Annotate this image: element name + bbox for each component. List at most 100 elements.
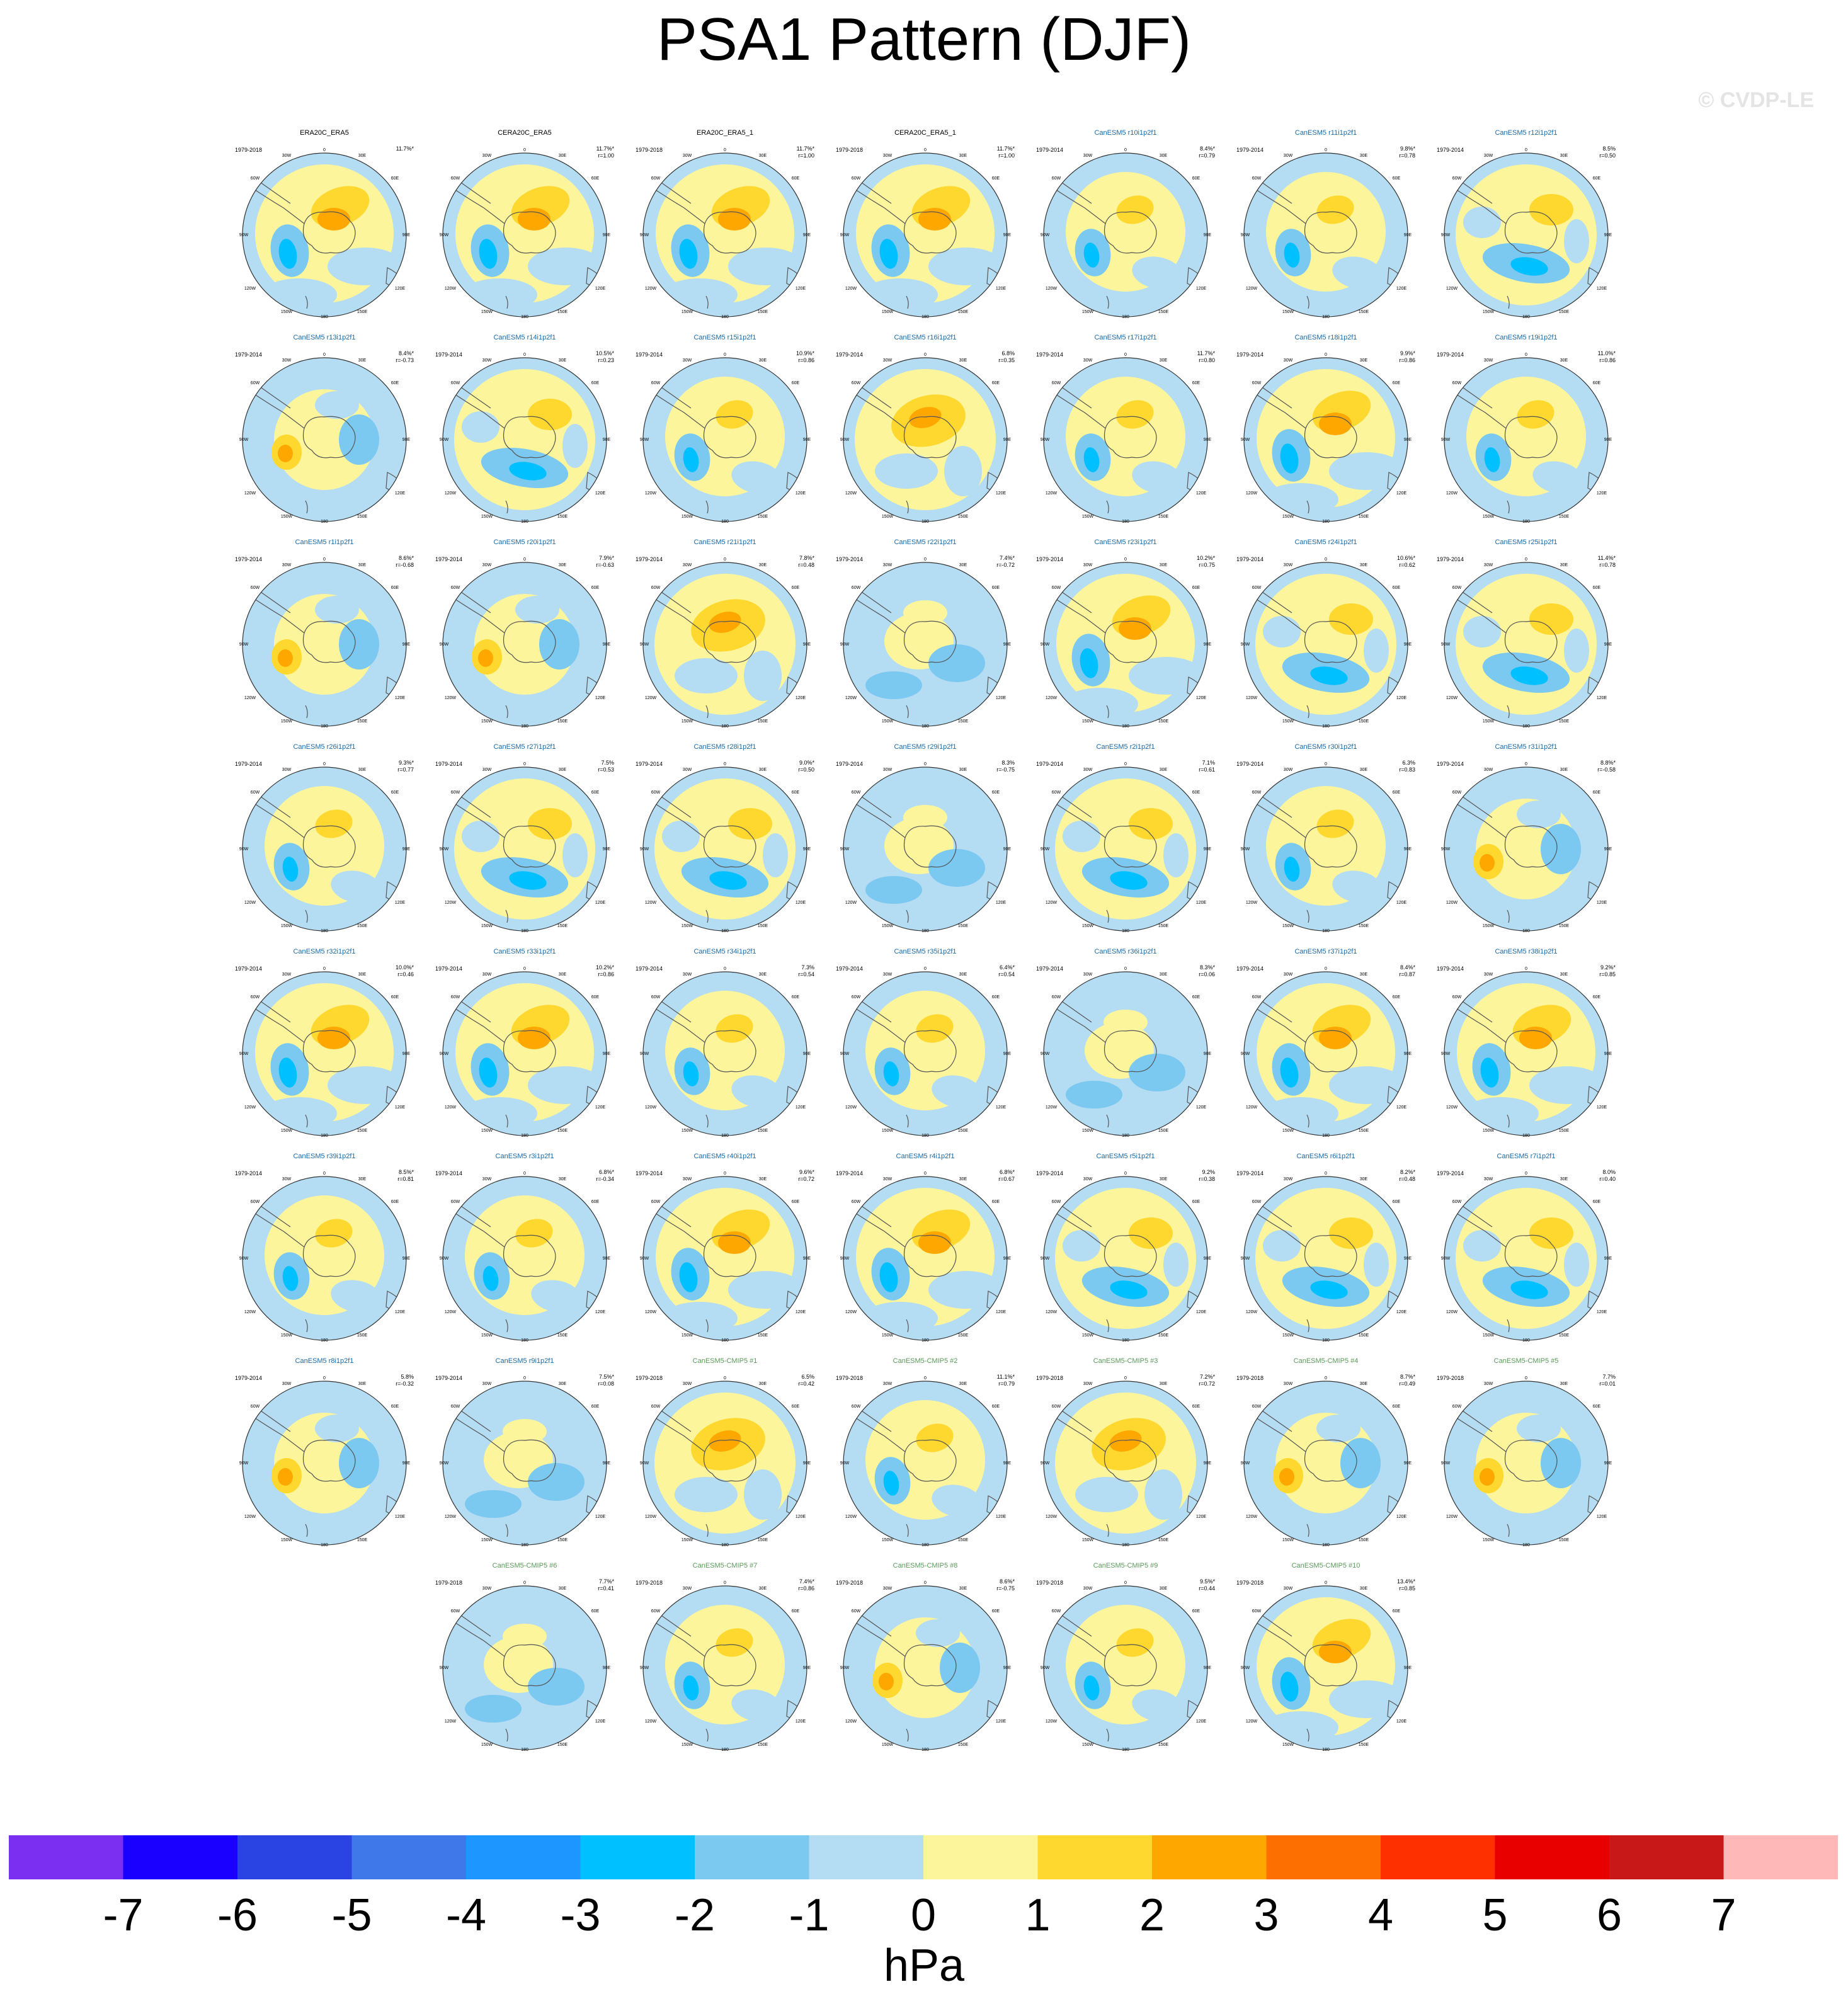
longitude-label: 150W [1483,719,1495,724]
longitude-label: 150E [758,1129,768,1133]
anomaly-contour [1132,1689,1182,1722]
longitude-label: 0 [724,557,726,562]
panel-variance: 11.7%* [996,145,1015,152]
panel-title: CanESM5 r8i1p2f1 [295,1357,354,1365]
longitude-label: 120W [1046,1515,1058,1519]
longitude-label: 150E [958,719,969,724]
colorbar-tick-label: -7 [103,1890,144,1940]
anomaly-contour [903,600,947,625]
longitude-label: 60W [651,381,661,385]
map-boundary [1043,152,1208,317]
longitude-label: 60W [1052,586,1061,590]
map-panel: CERA20C_ERA5_1 1979-2018 11.7%* r=1.00 0 30W 3… [831,129,1020,318]
polar-map: 0 30W 30E 60W 60E 90W 90E 120W 120E 150W 150E 180 [1041,1376,1212,1546]
longitude-label: 180 [1122,315,1129,318]
panel-title: CanESM5-CMIP5 #9 [1093,1562,1158,1570]
longitude-label: 150W [281,1129,293,1133]
panel-variance: 9.6%* [799,1169,814,1175]
panel-title: CanESM5 r6i1p2f1 [1296,1153,1355,1160]
anomaly-contour [278,1468,293,1486]
antarctica-coastline [1104,620,1157,663]
panel-years: 1979-2018 [836,147,864,153]
longitude-label: 60W [852,176,861,181]
antarctica-coastline [903,825,957,868]
antarctica-coastline [1104,1644,1157,1687]
anomaly-contour [1541,824,1581,874]
map-boundary [1243,152,1408,317]
longitude-label: 30E [959,358,967,363]
anomaly-contour [928,1271,1004,1309]
map-panel: CERA20C_ERA5 11.7%* r=1.00 0 30W 30E 60W 60E 90W… [430,129,619,318]
longitude-label: 120E [1396,901,1407,905]
anomaly-contour [1280,1057,1299,1088]
longitude-label: 30E [759,972,767,977]
longitude-label: 0 [523,353,526,357]
panel-title: CanESM5 r28i1p2f1 [693,743,756,751]
map-boundary [642,1585,807,1750]
panel-title: CanESM5 r21i1p2f1 [693,538,756,546]
panel-correlation: r=0.78 [1399,152,1415,159]
longitude-label: 90W [440,847,449,852]
longitude-label: 60W [651,790,661,795]
longitude-label: 90E [1204,1666,1212,1670]
panel-years: 1979-2014 [1236,966,1264,972]
longitude-label: 150W [481,924,493,928]
longitude-label: 90W [440,1256,449,1261]
longitude-label: 60W [651,586,661,590]
longitude-label: 120E [796,287,806,291]
longitude-label: 60E [1192,1200,1201,1204]
longitude-label: 120E [796,1105,806,1110]
longitude-label: 180 [321,724,328,727]
longitude-label: 120W [244,491,256,496]
longitude-label: 60E [391,1404,399,1409]
antarctica-coastline [503,416,556,459]
map-panel: CanESM5-CMIP5 #6 1979-2018 7.7%* r=0.41 0 30W… [430,1562,619,1751]
longitude-label: 30E [1360,1587,1368,1591]
longitude-label: 180 [1522,315,1530,318]
map-boundary [1243,766,1408,931]
longitude-label: 60E [391,790,399,795]
longitude-label: 60E [992,1404,1000,1409]
polar-map: 0 30W 30E 60W 60E 90W 90E 120W 120E 150W 150E 180 [440,762,611,932]
longitude-label: 120E [1196,1719,1207,1724]
longitude-label: 90W [239,1052,249,1056]
longitude-label: 30W [1484,563,1493,567]
antarctica-coastline [503,620,556,663]
longitude-label: 150E [1559,719,1570,724]
longitude-label: 90W [440,1461,449,1466]
panel-title: CanESM5 r30i1p2f1 [1294,743,1357,751]
map-panel: CanESM5 r32i1p2f1 1979-2014 10.0%* r=0.46 0 3… [230,948,419,1137]
longitude-label: 60E [591,1609,600,1614]
polar-map: 0 30W 30E 60W 60E 90W 90E 120W 120E 150W 150E 180 [1241,1581,1412,1751]
longitude-label: 60W [651,995,661,1000]
longitude-label: 120W [445,1105,457,1110]
anomaly-contour [1332,256,1383,289]
antarctica-coastline [1104,416,1157,459]
longitude-label: 60W [451,1200,460,1204]
map-panel: CanESM5 r2i1p2f1 1979-2014 7.1% r=0.61 0 30W 3… [1031,743,1220,932]
longitude-label: 150W [882,719,894,724]
panel-title: CanESM5 r22i1p2f1 [894,538,957,546]
anomaly-contour [462,278,537,311]
longitude-label: 60W [1252,381,1262,385]
panel-years: 1979-2014 [636,556,663,562]
longitude-label: 150E [1158,1333,1169,1338]
longitude-label: 0 [924,1581,927,1585]
antarctica-coastline [1304,1030,1357,1073]
longitude-label: 120E [595,1719,606,1724]
longitude-label: 180 [921,724,929,727]
longitude-label: 120W [1446,1515,1458,1519]
longitude-label: 120W [1246,1310,1258,1314]
polar-map: 0 30W 30E 60W 60E 90W 90E 120W 120E 150W 150E 180 [239,148,411,318]
anomaly-contour [331,870,381,903]
anomaly-contour [1529,603,1573,635]
panel-correlation: r=-0.75 [996,1585,1015,1592]
longitude-label: 90W [440,438,449,442]
panel-variance: 10.2%* [595,964,614,971]
longitude-label: 0 [1124,1376,1127,1381]
longitude-label: 60E [1393,995,1401,1000]
longitude-label: 120W [1046,1719,1058,1724]
anomaly-contour [1564,219,1589,263]
panel-variance: 8.4%* [1400,964,1415,971]
longitude-label: 0 [724,1171,726,1176]
